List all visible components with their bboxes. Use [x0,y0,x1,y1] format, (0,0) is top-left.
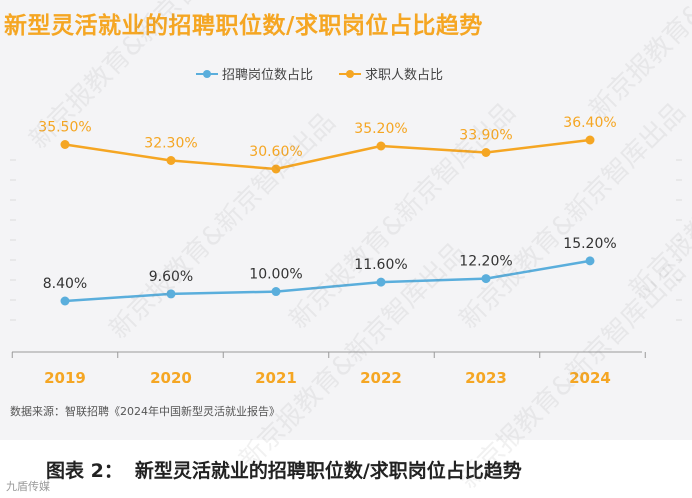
x-tick-label: 2024 [569,369,611,387]
figure-caption-label: 图表 2： [46,460,123,482]
series-line-1 [64,138,591,171]
data-point [481,274,491,284]
data-label: 32.30% [144,136,197,152]
data-label: 8.40% [43,276,87,292]
data-label: 15.20% [563,236,616,252]
data-point [60,296,70,306]
data-point [376,277,386,287]
x-tick-label: 2022 [360,369,402,387]
data-label: 10.00% [249,267,302,283]
data-point [166,156,176,165]
x-tick-label: 2020 [150,369,192,387]
data-label: 12.20% [459,254,512,270]
series-line-0 [64,259,591,303]
x-tick-label: 2019 [44,369,86,387]
chart-title: 新型灵活就业的招聘职位数/求职岗位占比趋势 [4,13,483,39]
data-point [376,141,386,151]
figure-caption: 图表 2： 新型灵活就业的招聘职位数/求职岗位占比趋势 [46,456,522,483]
data-label: 33.90% [459,128,512,144]
data-point [481,148,491,157]
chart-legend: 招聘岗位数占比 求职人数占比 [196,64,443,83]
data-point [166,289,176,299]
data-point [585,135,595,145]
legend-item-jobseeker: 求职人数占比 [339,64,443,83]
data-point [271,164,281,174]
data-label: 9.60% [149,269,193,285]
data-label: 35.50% [38,120,91,136]
legend-label-recruit: 招聘岗位数占比 [222,68,314,83]
data-source-note: 数据来源：智联招聘《2024年中国新型灵活就业报告》 [10,405,280,418]
data-label: 36.40% [563,115,616,131]
data-label: 11.60% [354,257,407,273]
legend-item-recruit: 招聘岗位数占比 [196,64,313,83]
corner-logo: 九盾传媒 [6,480,50,493]
x-tick-label: 2021 [255,369,297,387]
legend-label-jobseeker: 求职人数占比 [365,68,444,83]
data-label: 30.60% [249,144,302,160]
figure-caption-text: 新型灵活就业的招聘职位数/求职岗位占比趋势 [134,460,522,482]
legend-swatch-recruit [196,69,218,79]
data-label: 35.20% [354,121,407,137]
x-tick-label: 2023 [465,369,507,387]
legend-swatch-jobseeker [339,69,362,79]
line-chart: 2019 2020 2021 2022 2023 2024 8.40% 9.60% 10.00%… [10,115,682,387]
data-point [271,287,281,297]
data-point [60,140,70,149]
data-point [585,256,595,266]
